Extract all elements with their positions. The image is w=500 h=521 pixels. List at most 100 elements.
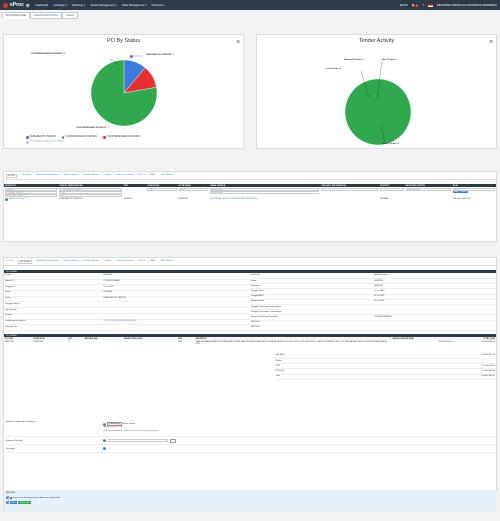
menu-dashboard[interactable]: Dashboard (35, 3, 49, 7)
back-button[interactable]: Back (10, 501, 17, 504)
col-nilai[interactable]: NILAI (451, 184, 496, 187)
filter-button[interactable]: Filter (452, 190, 460, 194)
tab-statistik[interactable]: Statistik PR/PO/Aktiva (30, 12, 62, 19)
tab-bast[interactable]: BAST (150, 173, 156, 176)
filter-vendor-2[interactable]: Nama Vendor (210, 190, 320, 194)
filter-all[interactable]: All (59, 193, 122, 197)
tab-po-tender-chart[interactable]: PO & Tender Chart (2, 12, 31, 19)
po-list-section: List PO PO Detail Addendum Pengiriman In… (3, 171, 497, 242)
menu-vendor-management[interactable]: Vendor Management ▾ (90, 3, 117, 7)
menu-ekatalog[interactable]: e-Katalog ▾ (53, 3, 67, 7)
date-picker-button[interactable]: ... (170, 438, 176, 443)
company-name[interactable]: INDONESIA TEKNOLOGI INFORMASI (PERSERO) (436, 3, 497, 7)
po-legend: UNSIGNED BY VENDOR COUNTERSIGNED IN EPRO… (26, 136, 140, 139)
tab-riwayat[interactable]: Riwayat Monitor (83, 259, 100, 262)
approval-area: Approval 6 Saya setuju mengenai semua dok… (4, 490, 497, 511)
chart-menu-icon[interactable]: ☰ (236, 39, 240, 44)
legend-unsigned[interactable]: UNSIGNED BY VENDOR (26, 136, 56, 139)
chart-menu-icon[interactable]: ☰ (489, 39, 493, 44)
detail-row: Nomor Countersign Document 17248/PE/PEMA/… (250, 314, 496, 321)
po-number-link[interactable]: 7150000014 (SEC-1) (8, 197, 28, 200)
marker-2: 2 (5, 197, 8, 201)
col-receiving[interactable]: RECEIVING STATUS (404, 184, 452, 187)
legend-countersigned-eproc[interactable]: COUNTERSIGNED IN EPROC (61, 136, 97, 139)
detail-row: Tanggal BAST 05 Jul 2025 (250, 294, 496, 300)
approval-text: Saya setuju mengenai semua dokumen yang … (13, 496, 61, 499)
legend-countersigned-notes[interactable]: COUNTERSIGNED WITH NOTES (26, 141, 65, 144)
countersign-button[interactable]: Countersign (18, 501, 31, 504)
tab-spk[interactable]: SPK Monitor (160, 173, 174, 176)
filter-year[interactable]: 2025 (59, 190, 122, 194)
table-row[interactable]: 2 7150000014 (SEC-1) UNSIGNED BY VENDOR … (4, 197, 496, 201)
tab-po-detail[interactable]: PO Detail (22, 173, 32, 176)
legend-countersigned-maximo[interactable]: COUNTERSIGNED IN MAXIMO (103, 136, 140, 139)
reset-button[interactable]: Reset (460, 190, 468, 194)
required-text: *Attachment wajib - PDF (103, 426, 123, 428)
col-priority[interactable]: PRIORITY (379, 184, 405, 187)
tab-dokumen-vendor[interactable]: Dokumen Vendor (116, 259, 134, 262)
filter-nilai[interactable]: Nilai PO (452, 187, 495, 191)
po-value: IDR 100,000,000.00 (452, 197, 471, 200)
filter-komoditas[interactable]: -- ALL -- (147, 187, 177, 191)
col-tipe[interactable]: TIPE (122, 184, 147, 187)
filter-nomor-po[interactable]: Nomor PO (5, 187, 58, 191)
po-status-card: PO By Status ☰ COUNTERSIGNED IN MAXIMO: … (3, 34, 244, 149)
col-nota-dinas[interactable]: NOTA DINAS (177, 184, 210, 187)
filter-tahun[interactable]: Tahun (178, 187, 209, 191)
tab-addendum[interactable]: Addendum Pengiriman (36, 259, 59, 262)
po-items-header: PO ITEMS (4, 333, 496, 338)
help-icon[interactable]: ? (422, 3, 424, 7)
tab-bast[interactable]: BAST (150, 259, 156, 262)
tab-invoice[interactable]: Invoice Monitor (63, 173, 79, 176)
col-status[interactable]: STATUS TANDATANGAN (58, 184, 123, 187)
filter-priority[interactable] (380, 187, 404, 191)
filter-status[interactable]: -- UNSIGNED BY VENDOR -- (59, 187, 122, 191)
tab-vendor[interactable]: Vendor (104, 259, 112, 262)
filter-delivery-status[interactable]: DELIVERY STATUS (5, 190, 58, 194)
po-type: SERVICE (123, 197, 133, 200)
language-selector[interactable]: EN-PS (399, 3, 408, 7)
po-detail-header: PO DETAIL (4, 270, 496, 274)
notification-icon[interactable]: 🔔8 (411, 3, 419, 7)
po-table: NOMOR PO STATUS TANDATANGAN TIPE KOMODIT… (4, 184, 496, 201)
upload-label: Upload Countersign Document (6, 421, 36, 423)
tab-list-po[interactable]: List PO (6, 259, 14, 262)
menu-informasi[interactable]: Informasi ▾ (151, 3, 165, 7)
filter-vendor[interactable]: Nama Vendor (210, 187, 320, 191)
tab-epox[interactable]: EPO-X (138, 259, 146, 262)
tab-po-detail[interactable]: PO Detail (18, 259, 32, 264)
filter-delivery[interactable] (321, 187, 379, 191)
detail-row: SPK Date (250, 320, 496, 326)
approval-checkbox[interactable] (10, 496, 12, 499)
tab-addendum[interactable]: Addendum Pengiriman (36, 173, 59, 176)
tab-invoice[interactable]: Invoice Monitor (63, 259, 79, 262)
filter-approval-status[interactable]: APPROVAL STATUS (5, 193, 58, 197)
col-delivery[interactable]: DELIVERY INFORMATION (320, 184, 380, 187)
detail-row: Tanggal Penerimaan Tandatangan (250, 309, 496, 316)
tab-dokumen-vendor[interactable]: Dokumen Vendor (116, 173, 134, 176)
total-row: PPH 23% 10,000,000.00 (274, 368, 496, 375)
po-vendor-link[interactable]: INDONESIA TEKNOLOGI INFORMASI (PERSERO) … (210, 197, 259, 200)
menu-tendering[interactable]: Tendering ▾ (71, 3, 86, 7)
pie-slice-active[interactable] (344, 78, 412, 145)
menu-order-management[interactable]: Order Management ▾ (121, 3, 147, 7)
countersign-doc-link[interactable]: PO-4717E5S1B5PB78C8BC0EJ.pdf (102, 319, 250, 326)
detail-row: Tanggal Terima 17 Jul 2025 (250, 288, 496, 295)
leader-line (376, 60, 383, 100)
tab-list-po[interactable]: List PO (6, 173, 18, 178)
tab-riwayat[interactable]: Riwayat Monitor (83, 173, 100, 176)
pie-slice-countersigned-eproc[interactable] (90, 59, 158, 127)
filter-receiving[interactable]: Receiving Status (405, 187, 451, 191)
choose-file-button[interactable]: Choose File (106, 422, 122, 426)
tab-vendor[interactable]: Vendor (104, 173, 112, 176)
tab-spk[interactable]: SPK Monitor (160, 259, 174, 262)
menu-toggle-icon[interactable]: ☰ (25, 2, 30, 8)
brand[interactable]: eProc ☰ (3, 2, 30, 8)
items-header-row: PO LINE NOMOR PR QTY SATUAN (EA) BIAYA TOTAL… (4, 337, 496, 341)
tab-epox[interactable]: EPO-X (138, 173, 146, 176)
col-nomor-po[interactable]: NOMOR PO (4, 184, 59, 187)
col-komoditas[interactable]: KOMODITAS (146, 184, 178, 187)
tab-katalog[interactable]: Katalog (61, 12, 78, 19)
col-vendor[interactable]: NAMA VENDOR (209, 184, 321, 187)
delivery-date-input[interactable] (108, 439, 168, 442)
